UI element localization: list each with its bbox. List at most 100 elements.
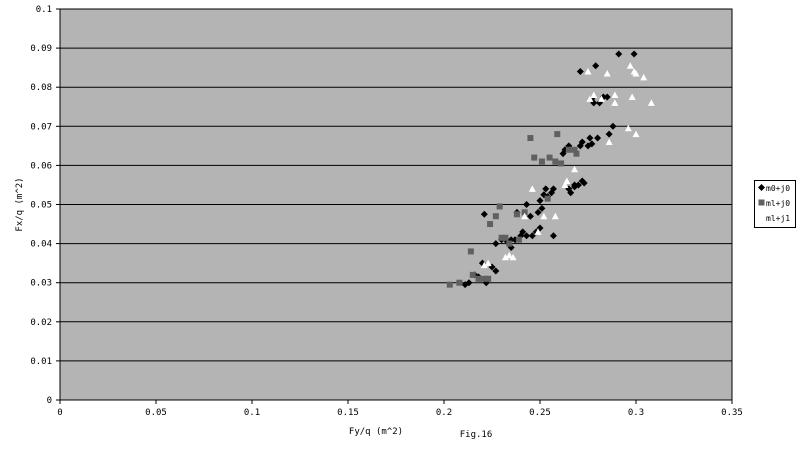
legend-item-ml-j0: ml+j0 bbox=[757, 198, 790, 210]
data-point bbox=[630, 50, 638, 58]
data-point bbox=[521, 209, 528, 216]
data-point bbox=[573, 150, 580, 157]
data-point bbox=[505, 251, 513, 259]
data-point bbox=[605, 130, 613, 138]
data-point bbox=[475, 275, 482, 282]
legend-label: m0+j0 bbox=[766, 184, 791, 193]
data-point bbox=[484, 259, 492, 267]
data-point bbox=[492, 267, 500, 275]
data-point bbox=[506, 240, 513, 247]
y-tick-label: 0 bbox=[47, 396, 52, 406]
data-point bbox=[624, 124, 632, 132]
y-tick-label: 0.02 bbox=[30, 318, 52, 328]
data-point bbox=[588, 140, 596, 148]
y-tick-label: 0.1 bbox=[36, 5, 52, 15]
data-point bbox=[549, 232, 557, 240]
data-point bbox=[492, 213, 499, 220]
data-point bbox=[546, 154, 553, 161]
data-point bbox=[551, 212, 559, 220]
data-point bbox=[469, 271, 476, 278]
data-point bbox=[594, 134, 602, 142]
data-point bbox=[480, 210, 488, 218]
data-point bbox=[611, 91, 619, 99]
data-point bbox=[467, 248, 474, 255]
data-point bbox=[487, 221, 494, 228]
square-marker-icon bbox=[757, 198, 766, 210]
data-points bbox=[446, 50, 655, 289]
y-tick-label: 0.08 bbox=[30, 83, 52, 93]
data-point bbox=[563, 177, 571, 185]
data-point bbox=[501, 253, 509, 261]
legend-label: ml+j1 bbox=[766, 214, 791, 223]
legend-item-ml-j1: ml+j1 bbox=[757, 212, 791, 225]
data-point bbox=[574, 181, 582, 189]
data-point bbox=[576, 68, 584, 76]
data-point bbox=[456, 279, 463, 286]
data-point bbox=[496, 203, 503, 210]
data-point bbox=[502, 234, 509, 241]
data-point bbox=[647, 99, 655, 106]
data-point bbox=[531, 154, 538, 161]
data-point bbox=[605, 138, 613, 145]
data-point bbox=[611, 99, 619, 106]
y-tick-label: 0.01 bbox=[30, 357, 52, 367]
x-tick-label: 0.3 bbox=[628, 408, 644, 418]
data-point bbox=[481, 275, 488, 282]
data-point bbox=[561, 181, 569, 188]
data-point bbox=[567, 189, 575, 197]
x-tick-label: 0 bbox=[57, 408, 62, 418]
data-point bbox=[603, 93, 611, 101]
data-point bbox=[571, 146, 578, 153]
data-point bbox=[446, 281, 453, 288]
triangle-marker-icon bbox=[757, 212, 766, 225]
data-point bbox=[527, 135, 534, 142]
y-tick-label: 0.04 bbox=[30, 240, 52, 250]
data-point bbox=[480, 261, 488, 269]
diamond-marker-icon bbox=[757, 183, 766, 195]
x-tick-label: 0.05 bbox=[145, 408, 167, 418]
data-point bbox=[515, 236, 522, 243]
data-point bbox=[586, 134, 594, 142]
data-point bbox=[578, 138, 586, 146]
data-point bbox=[626, 62, 634, 69]
axes bbox=[59, 9, 732, 401]
data-point bbox=[632, 70, 640, 77]
y-tick-label: 0.06 bbox=[30, 161, 52, 171]
x-tick-labels: 0 0.05 0.1 0.15 0.2 0.25 0.3 0.35 bbox=[57, 408, 743, 418]
data-point bbox=[528, 185, 536, 192]
legend-item-m0-j0: m0+j0 bbox=[757, 183, 790, 195]
data-point bbox=[571, 165, 579, 173]
data-point bbox=[509, 253, 517, 261]
data-point bbox=[590, 91, 598, 99]
data-point bbox=[528, 232, 536, 240]
x-tick-label: 0.1 bbox=[244, 408, 260, 418]
series-ml+j1 bbox=[480, 62, 655, 269]
data-point bbox=[513, 211, 520, 218]
data-point bbox=[538, 204, 546, 212]
data-point bbox=[603, 70, 611, 77]
data-point bbox=[552, 158, 559, 165]
x-tick-label: 0.25 bbox=[529, 408, 551, 418]
y-tick-label: 0.05 bbox=[30, 201, 52, 211]
x-tick-label: 0.15 bbox=[337, 408, 359, 418]
y-axis-label: Fx/q (m^2) bbox=[15, 177, 25, 231]
data-point bbox=[580, 179, 588, 187]
y-tick-label: 0.09 bbox=[30, 44, 52, 54]
data-point bbox=[465, 279, 473, 287]
data-point bbox=[584, 68, 592, 75]
data-point bbox=[534, 208, 542, 216]
data-point bbox=[492, 240, 500, 248]
x-tick-label: 0.2 bbox=[436, 408, 452, 418]
figure-caption: Fig.16 bbox=[460, 430, 493, 440]
data-point bbox=[592, 62, 600, 70]
data-point bbox=[536, 197, 544, 205]
data-point bbox=[538, 158, 545, 165]
data-point bbox=[565, 146, 572, 153]
data-point bbox=[521, 212, 529, 220]
data-point bbox=[523, 232, 531, 240]
data-point bbox=[549, 185, 557, 193]
data-point bbox=[534, 228, 542, 235]
data-point bbox=[526, 212, 534, 220]
